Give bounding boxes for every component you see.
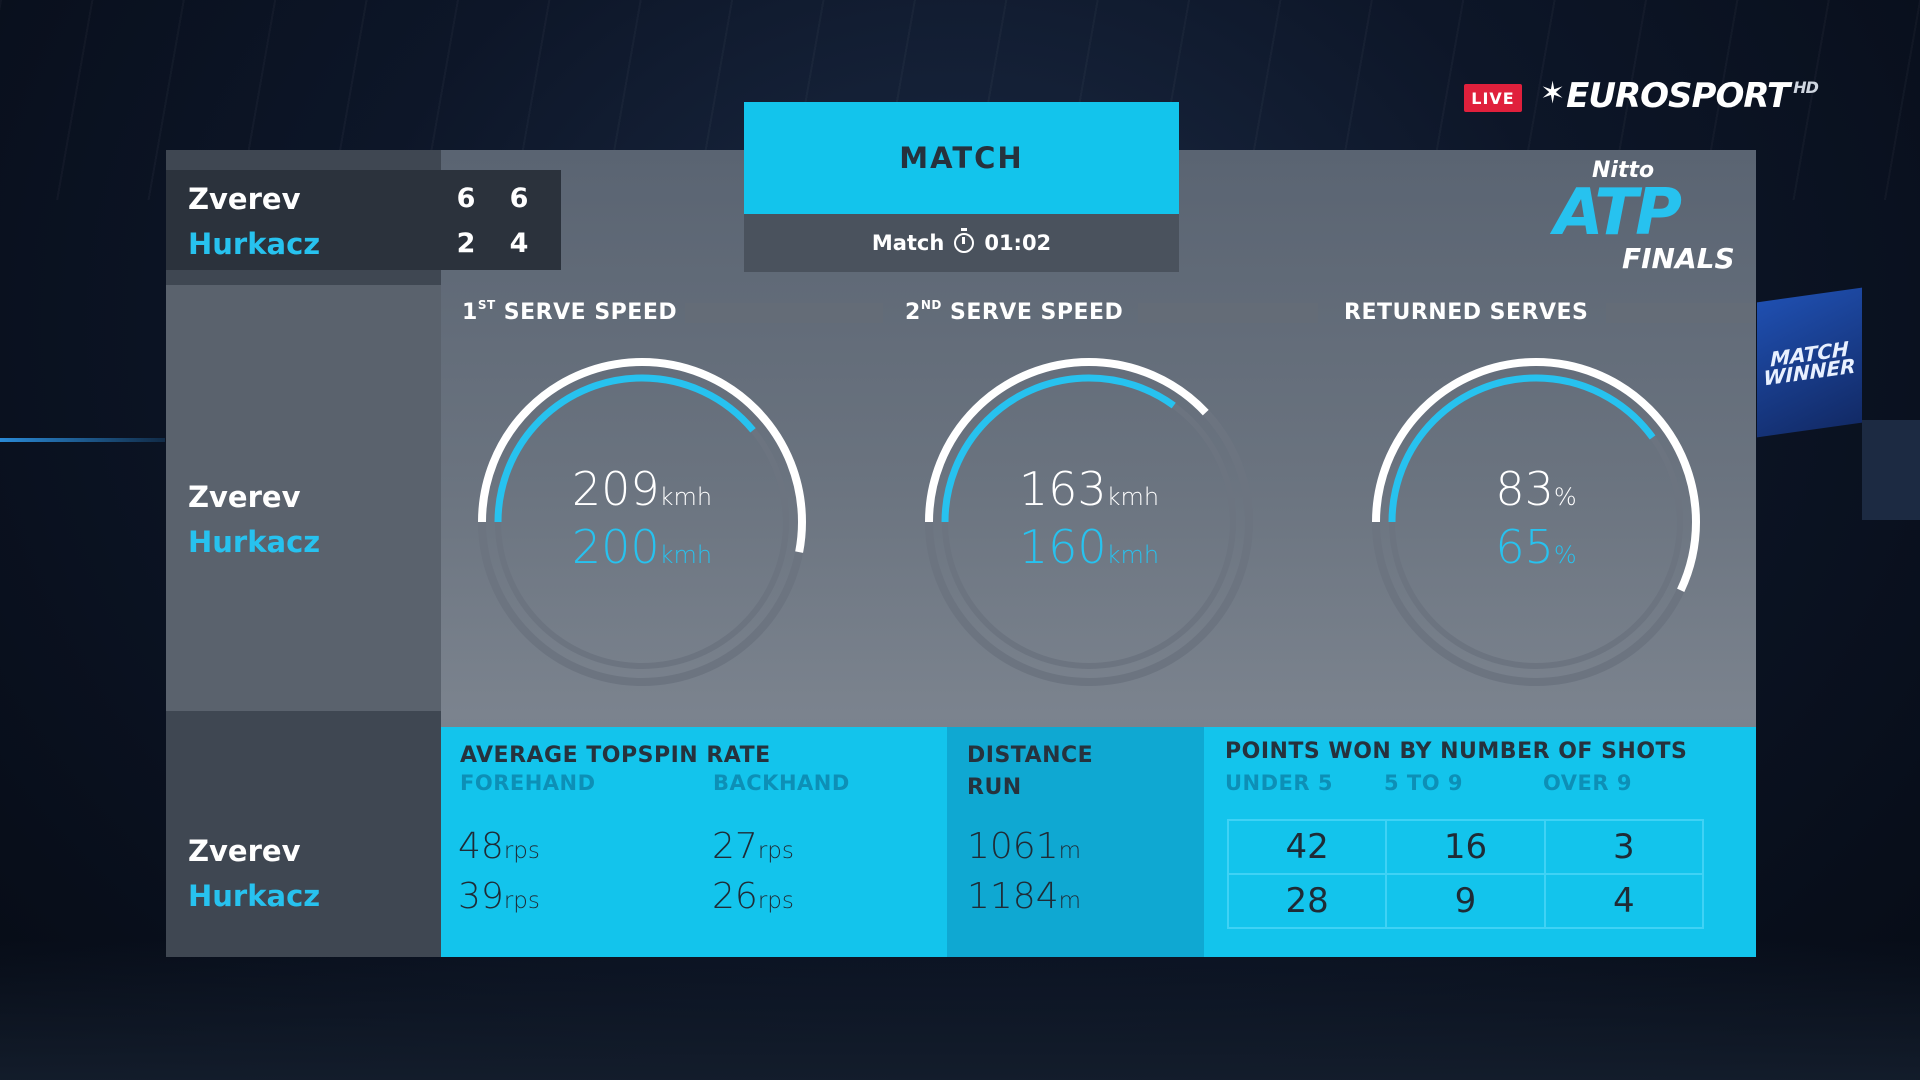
gauge-p2-arc	[941, 374, 1237, 670]
duration-label: Match	[871, 231, 945, 255]
points-col-over9: OVER 9	[1543, 771, 1632, 795]
broadcaster-logo: ✶ EUROSPORT HD	[1540, 76, 1819, 120]
channel-name: EUROSPORT	[1566, 76, 1790, 116]
distance-p1: 1061m	[967, 826, 1082, 867]
star-icon: ✶	[1540, 76, 1565, 111]
topspin-p2-backhand: 26rps	[712, 876, 794, 917]
points-p1-5to9: 16	[1386, 820, 1545, 874]
scoreboard-player-1: Zverev	[188, 182, 301, 216]
atp-finals-logo: Nitto ATP FINALS	[1540, 158, 1750, 278]
gauge-serve-2-p2-value: 160kmh	[1018, 520, 1160, 574]
gauge-p1-arc	[1372, 358, 1700, 686]
points-col-under5: UNDER 5	[1225, 771, 1333, 795]
gauge-serve-1-p2-value: 200kmh	[571, 520, 713, 574]
gauge-serve-2-rings	[925, 358, 1253, 686]
match-duration-bar: Match 01:02	[744, 214, 1179, 272]
gauges-player-1: Zverev	[188, 480, 301, 514]
forehand-label: FOREHAND	[460, 771, 596, 795]
points-p1-over9: 3	[1544, 820, 1703, 874]
bottom-player-2: Hurkacz	[188, 879, 321, 913]
stat-title-1: 1ST SERVE SPEED	[462, 298, 678, 325]
gauge-serve-1: 209kmh 200kmh	[474, 354, 810, 690]
scoreboard-p1-set1: 6	[456, 183, 476, 214]
stat-title-2-rule	[1138, 303, 1318, 323]
gauge-returned-p1-value: 83%	[1495, 462, 1577, 516]
stopwatch-icon	[954, 228, 975, 253]
gauge-p1-arc	[478, 358, 806, 686]
logo-sponsor: Nitto	[1592, 158, 1655, 183]
logo-atp: ATP	[1554, 176, 1682, 250]
gauge-serve-2: 163kmh 160kmh	[921, 354, 1257, 690]
distance-p2: 1184m	[967, 876, 1082, 917]
gauge-returned-serves: 83% 65%	[1368, 354, 1704, 690]
arena-video-screen: MATCH WINNER	[1757, 287, 1862, 438]
topspin-p2-forehand: 39rps	[458, 876, 540, 917]
scoreboard-p1-set2: 6	[509, 183, 529, 214]
points-p2-under5: 28	[1228, 874, 1387, 928]
live-badge: LIVE	[1464, 84, 1522, 112]
arena-crowd	[0, 940, 1920, 1080]
scoreboard-p2-set2: 4	[509, 228, 529, 259]
names-column-middle	[166, 285, 441, 711]
names-column	[166, 150, 441, 957]
stat-title-1-rule	[685, 303, 883, 323]
arena-side-screen	[1862, 420, 1920, 520]
points-p1-under5: 42	[1228, 820, 1387, 874]
header-title: MATCH	[744, 102, 1179, 214]
scoreboard: Zverev Hurkacz 6 6 2 4	[166, 170, 561, 270]
points-p2-5to9: 9	[1386, 874, 1545, 928]
gauge-serve-2-p1-value: 163kmh	[1018, 462, 1160, 516]
points-title: POINTS WON BY NUMBER OF SHOTS	[1225, 739, 1688, 764]
points-grid: 42 16 3 28 9 4	[1227, 819, 1704, 929]
gauge-p2-arc	[494, 374, 790, 670]
bottom-player-1: Zverev	[188, 834, 301, 868]
gauge-returned-rings	[1372, 358, 1700, 686]
distance-title-line-2: RUN	[967, 775, 1022, 800]
topspin-p1-backhand: 27rps	[712, 826, 794, 867]
logo-finals: FINALS	[1622, 242, 1735, 275]
gauge-serve-1-rings	[478, 358, 806, 686]
gauge-p1-arc	[925, 358, 1253, 686]
scoreboard-p2-set1: 2	[456, 228, 476, 259]
scoreboard-player-2: Hurkacz	[188, 227, 321, 261]
gauge-p2-arc	[1388, 374, 1684, 670]
distance-run-block	[947, 727, 1204, 957]
topspin-p1-forehand: 48rps	[458, 826, 540, 867]
stat-title-3: RETURNED SERVES	[1344, 300, 1589, 325]
backhand-label: BACKHAND	[713, 771, 850, 795]
points-p2-over9: 4	[1544, 874, 1703, 928]
channel-suffix: HD	[1793, 78, 1819, 97]
duration-value: 01:02	[984, 231, 1052, 255]
stat-title-3-rule	[1606, 303, 1756, 323]
topspin-title: AVERAGE TOPSPIN RATE	[460, 743, 771, 768]
distance-title-line-1: DISTANCE	[967, 743, 1094, 768]
stat-title-2: 2ND SERVE SPEED	[905, 298, 1124, 325]
arena-light-strip	[0, 438, 165, 442]
points-col-5to9: 5 TO 9	[1384, 771, 1464, 795]
gauge-serve-1-p1-value: 209kmh	[571, 462, 713, 516]
gauge-returned-p2-value: 65%	[1495, 520, 1577, 574]
gauges-player-2: Hurkacz	[188, 525, 321, 559]
